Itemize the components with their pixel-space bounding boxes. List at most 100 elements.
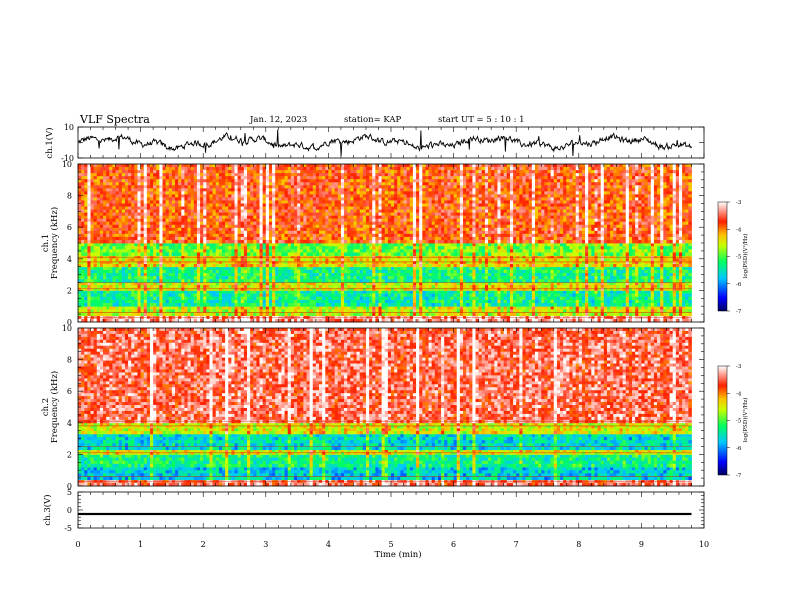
spectrogram-cell	[525, 249, 530, 253]
spectrogram-cell	[462, 282, 467, 286]
spectrogram-cell	[647, 266, 652, 271]
spectrogram-cell	[431, 261, 436, 265]
spectrogram-cell	[431, 279, 436, 283]
spectrogram-cell	[237, 293, 242, 298]
spectrogram-cell	[575, 312, 580, 317]
spectrogram-cell	[272, 296, 276, 301]
spectrogram-cell	[585, 258, 589, 262]
spectrogram-cell	[259, 249, 264, 253]
spectrogram-cell	[175, 318, 179, 323]
spectrogram-cell	[81, 282, 85, 286]
spectrogram-cell	[297, 279, 301, 283]
spectrogram-cell	[344, 290, 348, 294]
spectrogram-cell	[444, 285, 448, 289]
spectrogram-cell	[275, 293, 279, 298]
spectrogram-cell	[594, 249, 598, 253]
spectrogram-cell	[325, 269, 329, 274]
spectrogram-cell	[528, 309, 533, 313]
spectrogram-cell	[553, 285, 558, 289]
spectrogram-cell	[146, 282, 151, 286]
spectrogram-cell	[137, 243, 141, 247]
spectrogram-cell	[541, 285, 545, 289]
spectrogram-cell	[156, 249, 160, 253]
spectrogram-cell	[422, 273, 426, 277]
spectrogram-cell	[84, 318, 88, 323]
spectrogram-cell	[109, 296, 113, 301]
spectrogram-cell	[243, 266, 248, 271]
spectrogram-cell	[162, 276, 167, 280]
spectrogram-cell	[456, 290, 461, 294]
spectrogram-cell	[550, 269, 555, 274]
spectrogram-cell	[566, 318, 570, 323]
spectrogram-cell	[447, 282, 451, 286]
spectrogram-cell	[597, 318, 602, 323]
spectrogram-cell	[87, 258, 91, 262]
spectrogram-cell	[409, 312, 414, 317]
spectrogram-cell	[175, 312, 179, 317]
spectrogram-cell	[400, 243, 404, 247]
spectrogram-cell	[156, 263, 160, 268]
spectrogram-cell	[488, 279, 492, 283]
spectrogram-cell	[666, 299, 670, 304]
spectrogram-cell	[453, 266, 458, 271]
spectrogram-cell	[369, 306, 373, 310]
spectrogram-cell	[78, 263, 82, 268]
spectrogram-cell	[422, 303, 426, 307]
spectrogram-cell	[209, 282, 213, 286]
spectrogram-cell	[365, 273, 370, 277]
spectrogram-cell	[112, 269, 116, 274]
spectrogram-cell	[391, 306, 395, 310]
spectrogram-cell	[228, 269, 232, 274]
spectrogram-cell	[397, 276, 401, 280]
spectrogram-cell	[259, 309, 264, 313]
spectrogram-cell	[513, 290, 517, 294]
spectrogram-cell	[516, 290, 520, 294]
spectrogram-cell	[682, 290, 686, 294]
spectrogram-cell	[472, 258, 476, 262]
spectrogram-cell	[87, 287, 91, 291]
spectrogram-cell	[109, 246, 113, 250]
spectrogram-cell	[625, 273, 630, 277]
spectrogram-cell	[682, 269, 686, 274]
spectrogram-cell	[685, 243, 689, 247]
spectrogram-cell	[218, 273, 223, 277]
spectrogram-cell	[475, 290, 480, 294]
spectrogram-cell	[381, 312, 386, 317]
spectrogram-cell	[165, 299, 170, 304]
spectrogram-cell	[456, 293, 461, 298]
spectrogram-cell	[563, 246, 567, 250]
spectrogram-cell	[682, 287, 686, 291]
spectrogram-cell	[638, 263, 642, 268]
spectrogram-cell	[143, 249, 148, 253]
spectrogram-cell	[563, 258, 567, 262]
spectrogram-cell	[143, 312, 148, 317]
spectrogram-cell	[632, 282, 636, 286]
spectrogram-cell	[628, 282, 633, 286]
spectrogram-cell	[334, 276, 339, 280]
spectrogram-cell	[124, 296, 129, 301]
spectrogram-cell	[644, 243, 649, 247]
spectrogram-cell	[506, 263, 511, 268]
spectrogram-cell	[375, 273, 379, 277]
spectrogram-cell	[156, 266, 160, 271]
spectrogram-cell	[459, 258, 464, 262]
spectrogram-cell	[641, 312, 645, 317]
spectrogram-cell	[78, 285, 82, 289]
spectrogram-cell	[444, 296, 448, 301]
spectrogram-cell	[450, 303, 454, 307]
spectrogram-cell	[400, 287, 404, 291]
spectrogram-cell	[619, 282, 624, 286]
spectrogram-cell	[563, 273, 567, 277]
spectrogram-cell	[215, 269, 220, 274]
spectrogram-cell	[184, 266, 188, 271]
spectrogram-cell	[534, 282, 539, 286]
spectrogram-cell	[581, 273, 586, 277]
spectrogram-cell	[585, 290, 589, 294]
spectrogram-cell	[375, 299, 379, 304]
spectrogram-cell	[171, 303, 176, 307]
spectrogram-cell	[250, 293, 254, 298]
spectrogram-cell	[253, 261, 257, 265]
spectrogram-cell	[494, 273, 498, 277]
spectrogram-cell	[569, 293, 573, 298]
spectrogram-cell	[600, 296, 605, 301]
